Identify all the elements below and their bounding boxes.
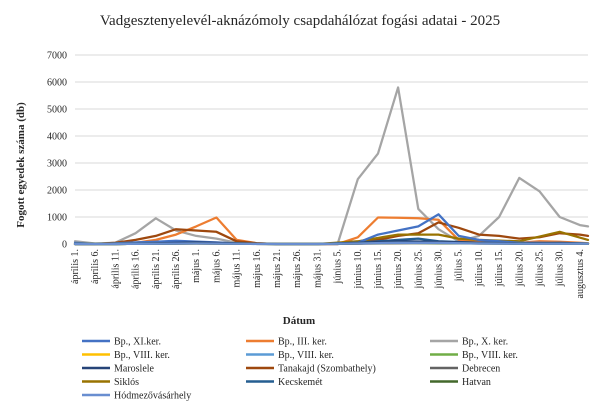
x-tick-label: április 6. [90, 249, 101, 284]
x-tick-label: május 16. [252, 249, 263, 288]
x-tick-label: április 26. [171, 249, 182, 289]
x-tick-label: június 30. [434, 249, 445, 289]
x-tick-label: július 20. [514, 249, 525, 287]
y-axis-ticks: 0 1000 2000 3000 4000 5000 6000 7000 [47, 51, 67, 251]
y-tick-label: 0 [62, 240, 67, 251]
x-tick-label: július 30. [555, 249, 566, 287]
x-tick-label: május 21. [272, 249, 283, 288]
y-axis-title: Fogott egyedek száma (db) [15, 102, 27, 228]
x-tick-label: június 5. [333, 249, 344, 284]
legend-label: Tanakajd (Szombathely) [278, 364, 376, 375]
x-tick-label: május 26. [292, 249, 303, 288]
legend-label: Bp., III. ker. [278, 337, 327, 348]
x-tick-label: augusztus 4. [575, 249, 586, 298]
x-tick-label: április 1. [70, 249, 81, 284]
legend-label: Bp., VIII. ker. [278, 350, 334, 361]
legend: Bp., XI.ker. Bp., III. ker. Bp., X. ker. Bp… [82, 337, 518, 402]
y-tick-label: 7000 [47, 51, 67, 62]
legend-label: Bp., XI.ker. [114, 337, 161, 348]
y-tick-label: 4000 [47, 132, 67, 143]
gridlines [75, 54, 588, 245]
legend-label: Hatvan [462, 377, 491, 388]
y-tick-label: 3000 [47, 159, 67, 170]
x-tick-label: július 25. [535, 249, 546, 287]
legend-label: Maroslele [114, 364, 155, 375]
x-tick-label: május 1. [191, 249, 202, 283]
x-tick-label: június 25. [413, 249, 424, 289]
x-axis-ticks: április 1. április 6. április 11. április 1… [70, 249, 586, 298]
legend-label: Bp., VIII. ker. [462, 350, 518, 361]
x-tick-label: június 15. [373, 249, 384, 289]
chart-title: Vadgesztenyelevél-aknázómoly csapdahálóz… [100, 13, 500, 29]
x-tick-label: június 10. [353, 249, 364, 289]
y-tick-label: 2000 [47, 186, 67, 197]
x-tick-label: július 15. [494, 249, 505, 287]
x-tick-label: május 11. [232, 249, 243, 288]
y-tick-label: 5000 [47, 105, 67, 116]
x-tick-label: június 20. [393, 249, 404, 289]
legend-label: Bp., X. ker. [462, 337, 508, 348]
x-tick-label: május 6. [211, 249, 222, 283]
x-tick-label: július 10. [474, 249, 485, 287]
x-tick-label: július 5. [454, 249, 465, 282]
series-line-2 [73, 86, 590, 246]
y-tick-label: 1000 [47, 213, 67, 224]
legend-label: Bp., VIII. ker. [114, 350, 170, 361]
legend-label: Hódmezővásárhely [114, 391, 191, 402]
y-tick-label: 6000 [47, 78, 67, 89]
x-tick-label: április 21. [151, 249, 162, 289]
x-tick-label: április 11. [110, 249, 121, 289]
legend-label: Siklós [114, 377, 139, 388]
legend-label: Kecskemét [278, 377, 323, 388]
legend-label: Debrecen [462, 364, 500, 375]
series-lines [73, 86, 590, 246]
series-line-12 [73, 241, 590, 246]
x-tick-label: április 16. [131, 249, 142, 289]
x-axis-title: Dátum [283, 315, 315, 327]
x-tick-label: május 31. [312, 249, 323, 288]
